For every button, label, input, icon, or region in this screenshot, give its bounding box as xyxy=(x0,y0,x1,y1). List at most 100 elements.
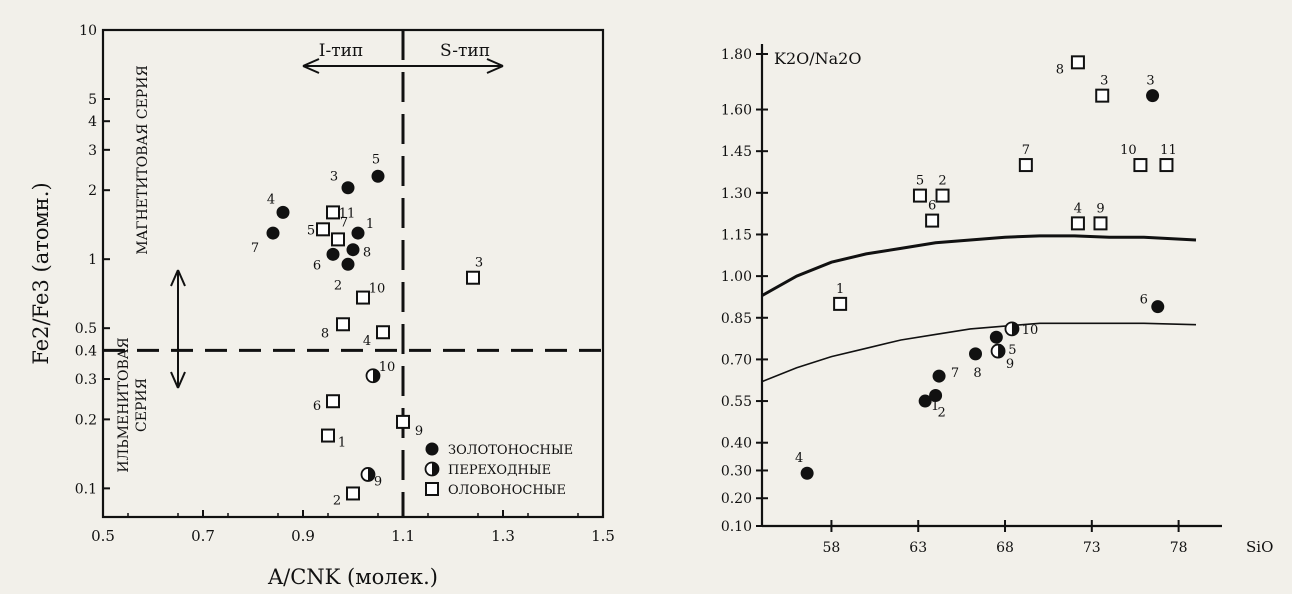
point-label: 2 xyxy=(334,278,342,293)
point-label: 1 xyxy=(366,217,374,232)
point-label: 11 xyxy=(1160,143,1177,158)
data-point xyxy=(331,232,345,247)
chart-fe-ratio-vs-acnk: 0.5 0.7 0.9 1.1 1.3 1.5 0.1 0.2 0.3 0.4 0.5 1 2 3 4 5 10… xyxy=(29,23,615,589)
data-point xyxy=(1070,55,1085,70)
point-label: 11 xyxy=(339,206,356,221)
i-type-label: I-тип xyxy=(319,41,364,61)
y-tick-label: 0.70 xyxy=(721,352,752,368)
data-point xyxy=(969,347,983,361)
magnetite-series-label: МАГНЕТИТОВАЯ СЕРИЯ xyxy=(135,65,151,255)
point-label: 4 xyxy=(363,334,371,349)
data-point xyxy=(341,257,355,271)
point-label: 6 xyxy=(313,399,321,414)
data-point xyxy=(376,325,390,340)
data-point xyxy=(800,466,814,480)
point-label: 2 xyxy=(938,174,946,189)
data-point xyxy=(371,169,385,183)
point-label: 3 xyxy=(475,256,483,271)
y-tick-label: 0.20 xyxy=(721,491,752,507)
x-tick-label: 1.3 xyxy=(491,527,515,545)
point-label: 9 xyxy=(1006,357,1014,372)
point-label: 6 xyxy=(1140,293,1148,308)
data-point xyxy=(925,213,940,228)
data-point xyxy=(316,222,330,237)
data-point xyxy=(935,188,950,203)
data-point xyxy=(929,389,943,403)
point-label: 1 xyxy=(836,282,844,297)
data-point xyxy=(912,188,927,203)
point-label: 4 xyxy=(267,192,275,207)
data-point xyxy=(1004,321,1020,337)
series-arrowhead-up xyxy=(170,269,186,287)
point-label: 7 xyxy=(1022,143,1030,158)
point-label: 10 xyxy=(1022,323,1039,338)
legend-label: ЗОЛОТОНОСНЫЕ xyxy=(448,443,573,458)
y-axis-title: K2O/Na2O xyxy=(774,49,861,68)
data-point xyxy=(351,226,365,240)
point-label: 4 xyxy=(1074,201,1082,216)
y-tick-label: 0.40 xyxy=(721,436,752,452)
plot-frame xyxy=(101,28,605,519)
y-tick-label: 4 xyxy=(88,114,97,130)
x-axis-title: SiO xyxy=(1246,538,1273,556)
y-tick-label: 1.30 xyxy=(721,186,752,202)
point-label: 6 xyxy=(928,199,936,214)
x-axis-title: A/CNK (молек.) xyxy=(267,565,438,589)
point-label: 9 xyxy=(374,474,382,489)
x-tick-label: 0.7 xyxy=(191,527,215,545)
y-tick-label: 1.80 xyxy=(721,47,752,63)
y-tick-label: 0.10 xyxy=(721,519,752,535)
x-tick-label: 73 xyxy=(1083,540,1101,556)
point-label: 2 xyxy=(333,493,341,508)
point-label: 5 xyxy=(372,152,380,167)
data-point xyxy=(1133,158,1148,173)
point-label: 10 xyxy=(1120,143,1137,158)
data-point xyxy=(1151,300,1165,314)
data-point xyxy=(1093,216,1108,231)
y-tick-label: 1 xyxy=(88,252,97,268)
data-point xyxy=(365,368,381,384)
x-tick-label: 1.1 xyxy=(391,527,415,545)
data-point xyxy=(396,414,410,429)
y-tick-label: 1.15 xyxy=(721,227,752,243)
point-label: 7 xyxy=(251,241,259,256)
x-tick-label: 78 xyxy=(1170,540,1188,556)
x-tick-label: 0.5 xyxy=(91,527,115,545)
y-tick-label: 0.55 xyxy=(721,394,752,410)
legend-label: ОЛОВОНОСНЫЕ xyxy=(448,483,566,498)
data-point xyxy=(276,205,290,219)
data-point xyxy=(346,243,360,257)
point-label: 3 xyxy=(1100,74,1108,89)
i-type-arrowhead xyxy=(302,58,320,74)
point-label: 1 xyxy=(338,436,346,451)
ilmenite-series-label-2: СЕРИЯ xyxy=(134,378,150,432)
x-tick-label: 1.5 xyxy=(591,527,615,545)
data-point xyxy=(466,270,480,285)
y-axis-title: Fe2/Fe3 (атомн.) xyxy=(29,182,53,364)
ilmenite-series-label-1: ИЛЬМЕНИТОВАЯ xyxy=(116,337,132,472)
data-point xyxy=(321,428,335,443)
series-arrowhead-down xyxy=(170,371,186,389)
data-point xyxy=(346,486,360,501)
legend-marker xyxy=(425,482,439,496)
point-label: 1 xyxy=(931,399,939,414)
point-label: 8 xyxy=(1056,62,1064,77)
data-point xyxy=(266,226,280,240)
point-label: 3 xyxy=(330,170,338,185)
data-point xyxy=(1159,158,1174,173)
point-label: 8 xyxy=(363,246,371,261)
data-point xyxy=(1095,88,1110,103)
data-point xyxy=(990,343,1006,359)
upper-boundary-curve xyxy=(761,234,1197,297)
y-tick-label: 1.00 xyxy=(721,269,752,285)
data-point xyxy=(341,181,355,195)
data-point xyxy=(336,317,350,332)
point-label: 9 xyxy=(415,424,423,439)
y-tick-label: 0.1 xyxy=(75,481,97,497)
data-point xyxy=(326,247,340,261)
legend-label: ПЕРЕХОДНЫЕ xyxy=(448,463,551,478)
data-point xyxy=(833,296,848,311)
point-label: 8 xyxy=(321,326,329,341)
point-label: 10 xyxy=(369,282,386,297)
point-label: 4 xyxy=(795,451,803,466)
